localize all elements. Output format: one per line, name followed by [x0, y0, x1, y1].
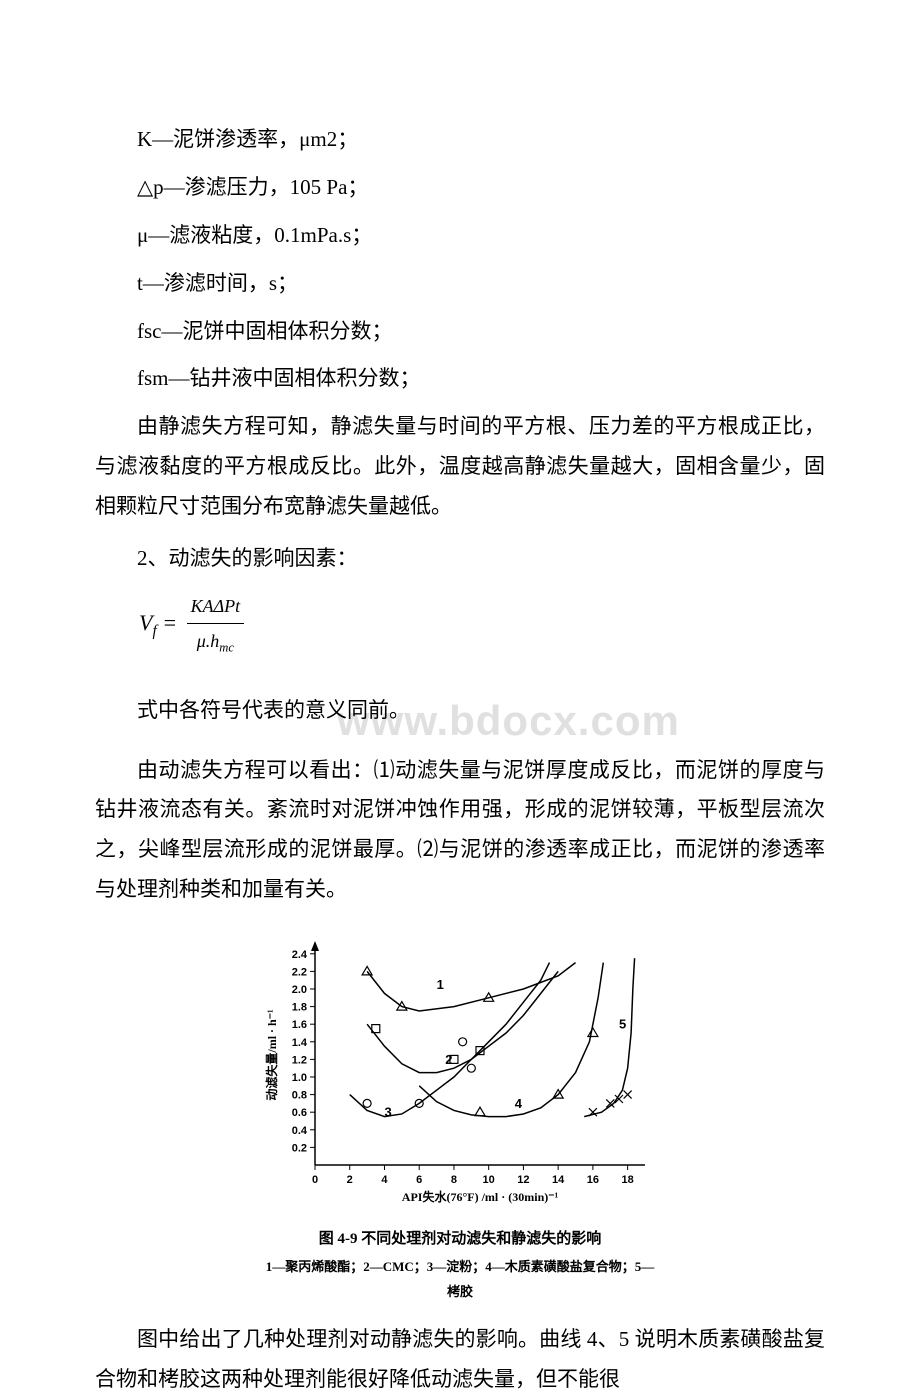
svg-text:0.2: 0.2	[292, 1142, 307, 1154]
formula-fraction: KAΔPt μ.hmc	[187, 589, 245, 661]
svg-text:1.8: 1.8	[292, 1002, 307, 1014]
svg-text:0.6: 0.6	[292, 1107, 307, 1119]
chart-figure-4-9: 0.2 0.4 0.6 0.8 1.0 1.2 1.4 1.6 1.8 2.0 2.2 2.4 0 2 4 6…	[260, 935, 660, 1305]
svg-text:0: 0	[312, 1174, 318, 1186]
def-fsc: fsc—泥饼中固相体积分数；	[95, 312, 825, 352]
svg-text:1: 1	[437, 977, 444, 992]
svg-text:4: 4	[381, 1174, 388, 1186]
def-fsm: fsm—钻井液中固相体积分数；	[95, 359, 825, 399]
svg-text:5: 5	[619, 1017, 626, 1032]
svg-text:3: 3	[384, 1105, 391, 1120]
formula-numerator: KAΔPt	[187, 589, 245, 624]
svg-text:8: 8	[451, 1174, 457, 1186]
formula-lhs: Vf	[139, 610, 157, 635]
svg-text:1.2: 1.2	[292, 1054, 307, 1066]
svg-text:2.4: 2.4	[292, 949, 308, 961]
formula-denominator: μ.hmc	[193, 624, 238, 661]
chart-caption: 图 4-9 不同处理剂对动滤失和静滤失的影响	[260, 1225, 660, 1254]
chart-legend: 1—聚丙烯酸酯；2—CMC；3—淀粉；4—木质素磺酸盐复合物；5—栲胶	[260, 1255, 660, 1304]
svg-text:12: 12	[517, 1174, 529, 1186]
svg-text:API失水(76°F) /ml · (30min)⁻¹: API失水(76°F) /ml · (30min)⁻¹	[402, 1189, 559, 1204]
def-k: K—泥饼渗透率，μm2；	[95, 120, 825, 160]
svg-text:14: 14	[552, 1174, 565, 1186]
def-mu: μ—滤液粘度，0.1mPa.s；	[95, 216, 825, 256]
svg-text:1.4: 1.4	[292, 1037, 308, 1049]
svg-text:动滤失量/ml · h⁻¹: 动滤失量/ml · h⁻¹	[264, 1009, 279, 1101]
dynamic-loss-paragraph: 由动滤失方程可以看出：⑴动滤失量与泥饼厚度成反比，而泥饼的厚度与钻井液流态有关。…	[95, 751, 825, 911]
svg-text:2: 2	[347, 1174, 353, 1186]
static-loss-paragraph: 由静滤失方程可知，静滤失量与时间的平方根、压力差的平方根成正比，与滤液黏度的平方…	[95, 407, 825, 527]
chart-svg: 0.2 0.4 0.6 0.8 1.0 1.2 1.4 1.6 1.8 2.0 2.2 2.4 0 2 4 6…	[260, 935, 660, 1205]
symbols-same-text: 式中各符号代表的意义同前。	[137, 698, 410, 722]
final-paragraph: 图中给出了几种处理剂对动静滤失的影响。曲线 4、5 说明木质素磺酸盐复合物和栲胶…	[95, 1320, 825, 1400]
def-dp: △p—渗滤压力，105 Pa；	[95, 168, 825, 208]
svg-text:16: 16	[587, 1174, 599, 1186]
svg-text:2: 2	[445, 1052, 452, 1067]
section2-title: 2、动滤失的影响因素：	[95, 539, 825, 579]
svg-text:10: 10	[483, 1174, 495, 1186]
svg-text:1.0: 1.0	[292, 1072, 307, 1084]
svg-text:0.4: 0.4	[292, 1125, 308, 1137]
def-t: t—渗滤时间，s；	[95, 264, 825, 304]
svg-text:1.6: 1.6	[292, 1019, 307, 1031]
svg-text:6: 6	[416, 1174, 422, 1186]
svg-text:2.0: 2.0	[292, 984, 307, 996]
svg-text:2.2: 2.2	[292, 966, 307, 978]
dynamic-loss-formula: Vf = KAΔPt μ.hmc	[139, 589, 825, 661]
symbols-same-line: www.bdocx.com 式中各符号代表的意义同前。	[95, 691, 825, 731]
svg-text:0.8: 0.8	[292, 1090, 307, 1102]
svg-text:18: 18	[622, 1174, 634, 1186]
svg-text:4: 4	[515, 1096, 523, 1111]
